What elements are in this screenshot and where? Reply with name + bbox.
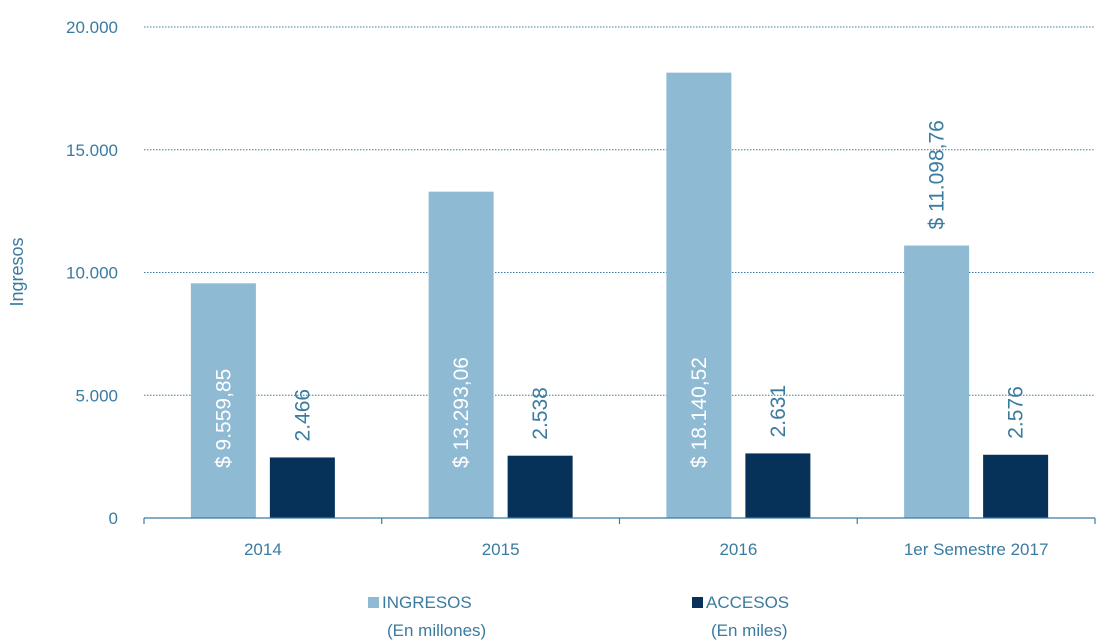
legend-swatch-accesos <box>692 597 703 608</box>
x-tick-label: 2014 <box>244 540 282 559</box>
legend-label: INGRESOS <box>382 593 472 612</box>
x-tick-label: 2016 <box>719 540 757 559</box>
bar-accesos <box>983 454 1049 518</box>
legend-label: ACCESOS <box>706 593 789 612</box>
y-tick-label: 20.000 <box>66 18 118 37</box>
y-tick-label: 0 <box>109 509 118 528</box>
data-label-ingresos: $ 11.098,76 <box>926 120 949 229</box>
data-label-accesos: 2.466 <box>291 389 314 442</box>
legend: INGRESOS (En millones) ACCESOS (En miles) <box>368 593 789 640</box>
x-tick-label: 2015 <box>482 540 520 559</box>
data-label-accesos: 2.538 <box>529 387 552 440</box>
bar-ingresos <box>666 72 732 518</box>
legend-sublabel: (En miles) <box>711 621 788 640</box>
legend-sublabel: (En millones) <box>387 621 486 640</box>
data-label-ingresos: $ 9.559,85 <box>212 369 235 468</box>
bar-accesos <box>269 457 335 518</box>
data-label-accesos: 2.631 <box>767 385 790 438</box>
y-axis-ticks: 0 5.000 10.000 15.000 20.000 <box>66 18 118 528</box>
bar-ingresos <box>904 245 970 518</box>
y-tick-label: 15.000 <box>66 141 118 160</box>
data-label-ingresos: $ 18.140,52 <box>688 357 711 468</box>
bar-ingresos <box>190 283 256 518</box>
legend-swatch-ingresos <box>368 597 379 608</box>
x-axis: 2014 2015 2016 1er Semestre 2017 <box>143 517 1096 559</box>
bars <box>190 72 1049 518</box>
bar-accesos <box>507 455 573 518</box>
data-labels: $ 9.559,85 2.466 $ 13.293,06 2.538 $ 18.140,… <box>212 120 1027 468</box>
bar-accesos <box>745 453 811 518</box>
y-tick-label: 10.000 <box>66 264 118 283</box>
y-axis-label: Ingresos <box>7 237 27 306</box>
y-tick-label: 5.000 <box>75 386 118 405</box>
x-tick-label: 1er Semestre 2017 <box>904 540 1049 559</box>
bar-ingresos <box>428 191 494 518</box>
data-label-accesos: 2.576 <box>1005 386 1028 439</box>
data-label-ingresos: $ 13.293,06 <box>450 357 473 468</box>
